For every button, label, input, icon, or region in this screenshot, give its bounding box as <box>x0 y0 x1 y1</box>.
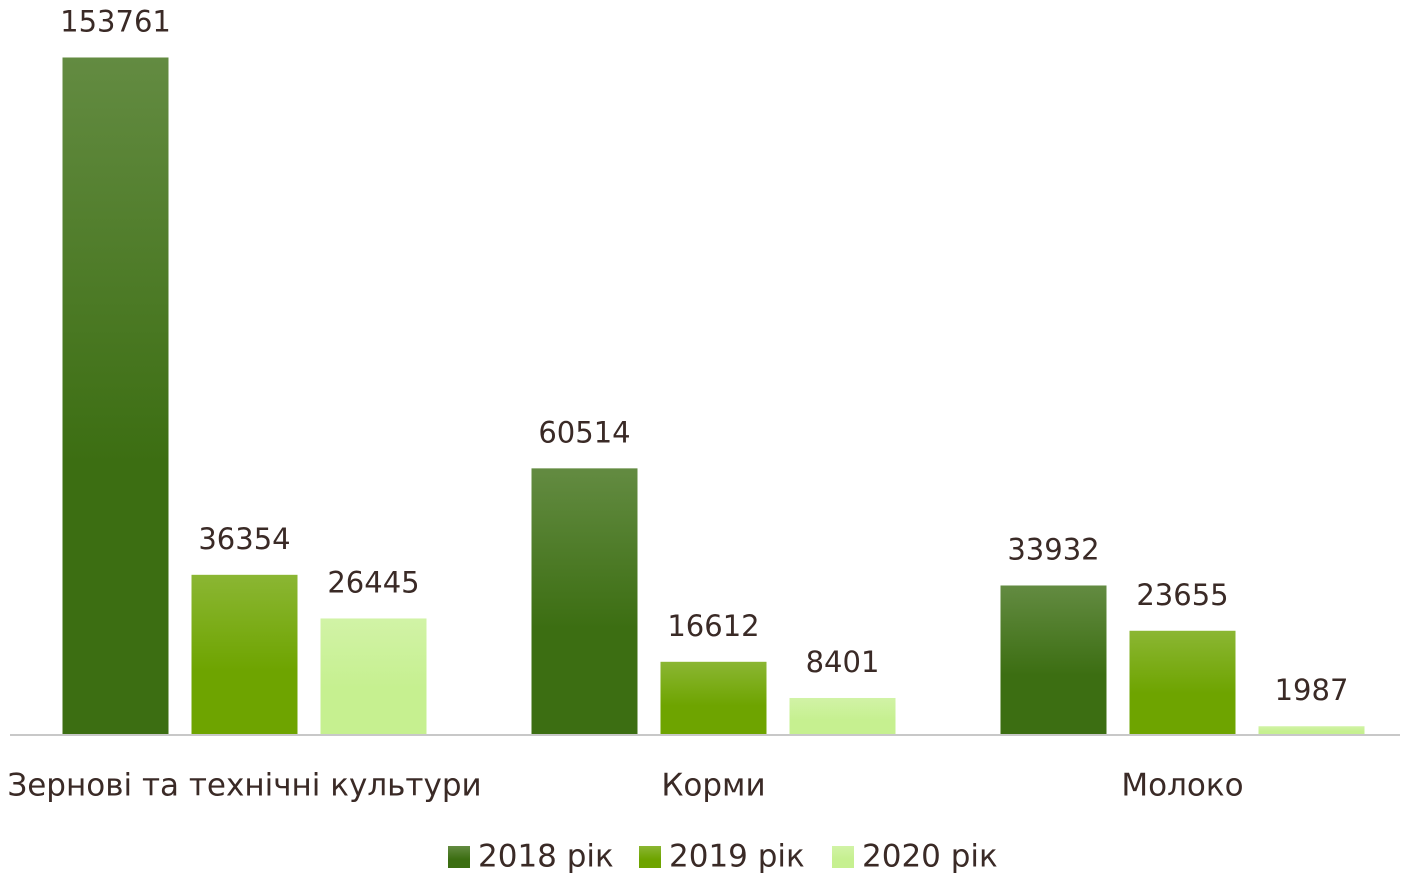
bar <box>1129 630 1236 735</box>
bar <box>191 574 298 735</box>
data-label: 26445 <box>327 565 419 599</box>
data-label: 153761 <box>60 4 171 38</box>
bar <box>789 697 896 735</box>
legend-swatch <box>639 846 661 868</box>
bar <box>62 57 169 735</box>
legend-label: 2018 рік <box>478 839 614 875</box>
data-label: 23655 <box>1136 578 1228 612</box>
x-tick-label: Корми <box>661 768 765 804</box>
x-tick-label: Зернові та технічні культури <box>7 768 481 804</box>
data-label: 36354 <box>198 522 290 556</box>
data-label: 33932 <box>1007 532 1099 566</box>
data-label: 8401 <box>806 645 880 679</box>
legend-swatch <box>448 846 470 868</box>
bar <box>1000 585 1107 735</box>
bar <box>1258 726 1365 735</box>
bar <box>660 661 767 735</box>
bar <box>531 468 638 735</box>
data-label: 60514 <box>538 415 630 449</box>
data-label: 1987 <box>1275 673 1349 707</box>
bar <box>320 618 427 735</box>
x-tick-label: Молоко <box>1121 768 1243 804</box>
data-label: 16612 <box>667 609 759 643</box>
legend-label: 2019 рік <box>669 839 805 875</box>
legend-label: 2020 рік <box>862 839 998 875</box>
legend-swatch <box>832 846 854 868</box>
